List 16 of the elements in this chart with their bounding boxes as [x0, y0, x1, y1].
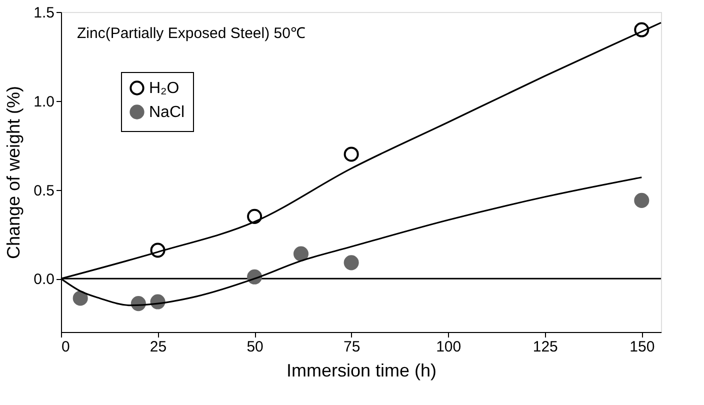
x-tick-label: 25: [150, 338, 167, 356]
x-tick-label: 150: [630, 338, 655, 356]
y-tick-label: 0.0: [34, 271, 54, 288]
y-axis-title: Change of weight (%): [4, 86, 24, 260]
legend-label: H₂O: [149, 80, 180, 97]
x-tick-label: 0: [62, 338, 70, 356]
y-tick-label: 1.0: [34, 93, 54, 110]
x-tick-label: 125: [532, 338, 558, 356]
x-axis-title: Immersion time (h): [286, 360, 437, 380]
y-tick-label: 1.5: [34, 4, 54, 22]
x-tick-label: 50: [246, 338, 264, 356]
y-tick-label: 0.5: [34, 182, 54, 200]
x-tick-label: 75: [343, 338, 360, 356]
annotation: Zinc(Partially Exposed Steel) 50℃: [77, 25, 306, 42]
x-tick-label: 100: [436, 338, 462, 356]
legend-label: NaCl: [149, 104, 185, 121]
